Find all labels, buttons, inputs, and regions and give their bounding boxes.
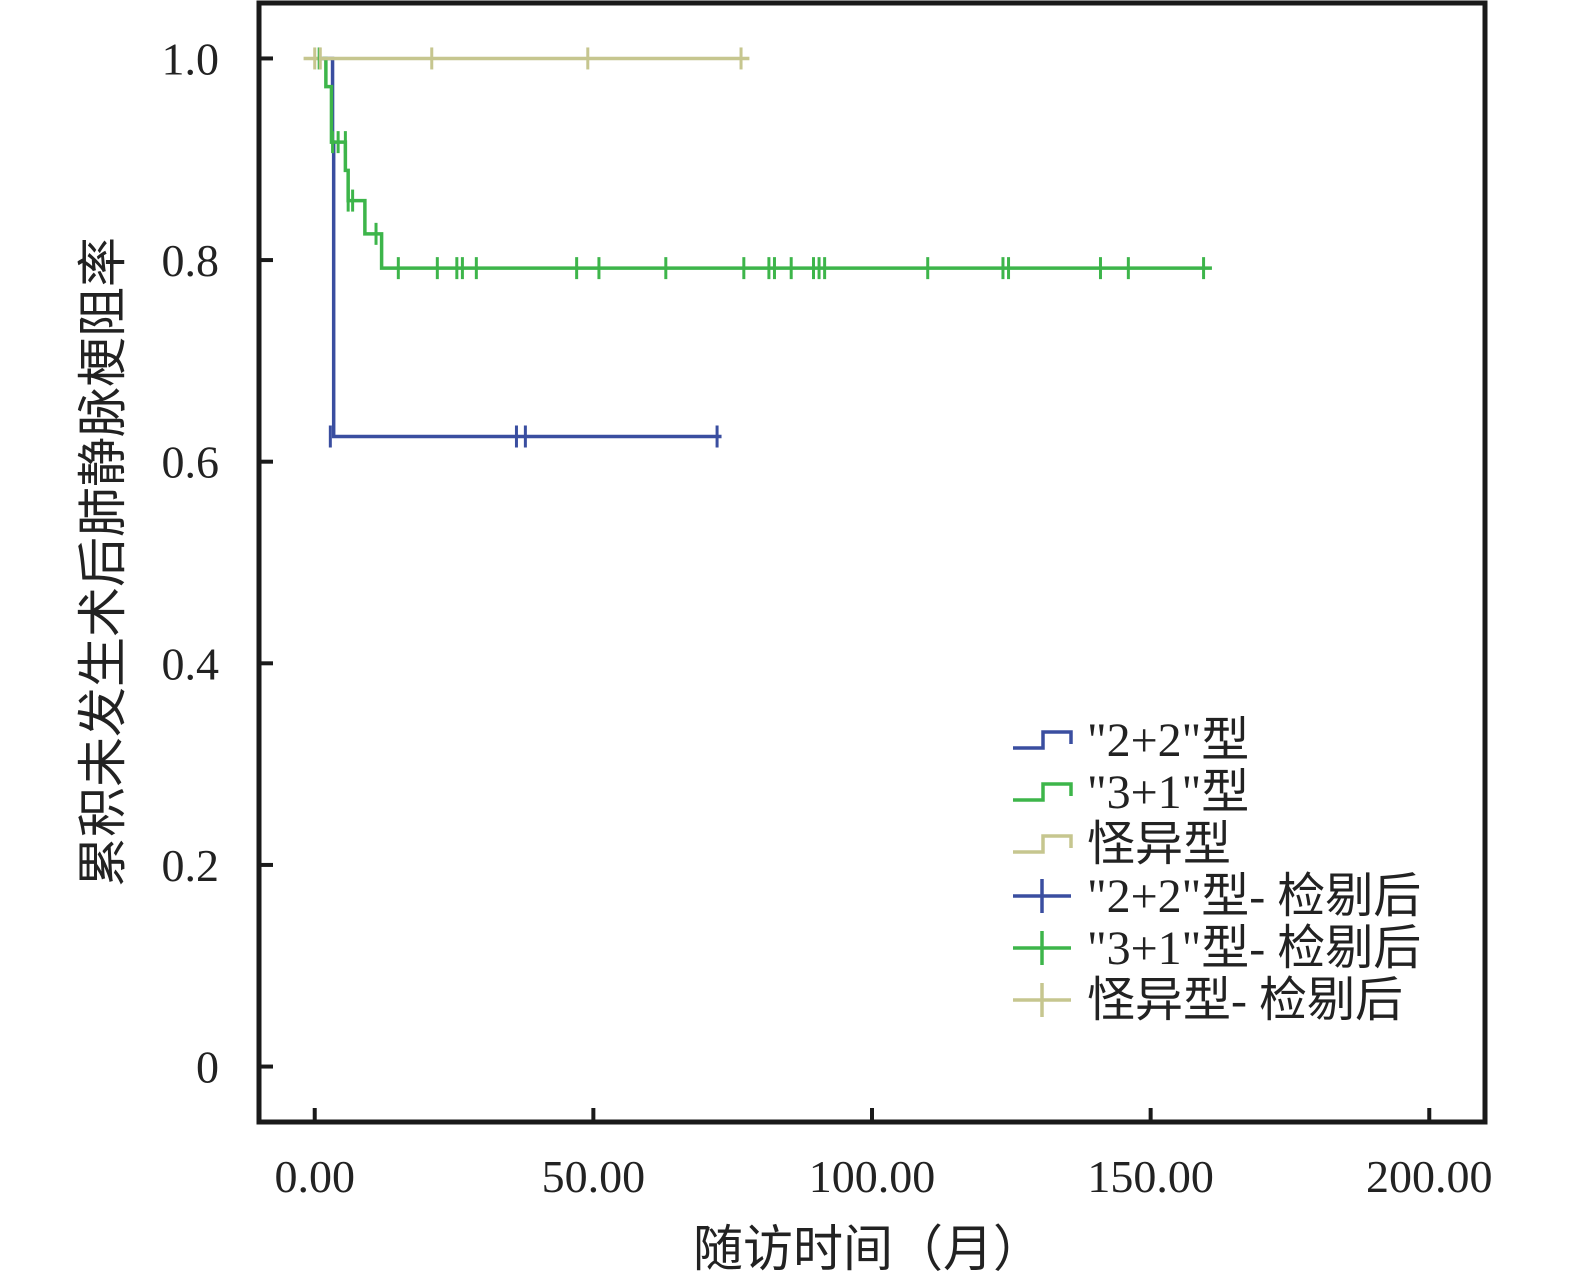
series-line-1 [323, 56, 1212, 270]
y-axis-title: 累积未发生术后肺静脉梗阻率 [75, 237, 131, 887]
legend-label: "3+1"型- 检剔后 [1087, 922, 1421, 975]
x-tick-label: 0.00 [274, 1151, 355, 1202]
x-tick-label: 50.00 [542, 1151, 646, 1202]
legend-label: "2+2"型- 检剔后 [1087, 870, 1421, 923]
censor-marks [313, 47, 1206, 448]
legend-label: 怪异型- 检剔后 [1087, 974, 1403, 1027]
y-tick-label: 0.2 [162, 840, 220, 891]
y-tick-label: 0.4 [162, 638, 220, 689]
y-tick-label: 0.8 [162, 235, 220, 286]
legend-label: "2+2"型 [1087, 714, 1249, 767]
y-tick-label: 0 [196, 1042, 219, 1093]
y-axis-ticks: 0 0.2 0.4 0.6 0.8 1.0 [162, 33, 273, 1093]
legend-label: "3+1"型 [1087, 766, 1249, 819]
y-tick-label: 0.6 [162, 437, 220, 488]
x-tick-label: 150.00 [1087, 1151, 1214, 1202]
legend-step-swatch [1013, 730, 1073, 750]
x-axis-ticks: 0.00 50.00 100.00 150.00 200.00 [274, 1108, 1493, 1202]
x-tick-label: 100.00 [809, 1151, 936, 1202]
x-axis-title: 随访时间（月） [693, 1221, 1043, 1277]
plot-series [303, 56, 1212, 439]
legend-step-swatch [1013, 834, 1073, 854]
series-line-0 [317, 56, 722, 439]
y-tick-label: 1.0 [162, 33, 220, 84]
legend-label: 怪异型 [1087, 818, 1231, 871]
x-tick-label: 200.00 [1366, 1151, 1493, 1202]
legend-step-swatch [1013, 782, 1073, 802]
